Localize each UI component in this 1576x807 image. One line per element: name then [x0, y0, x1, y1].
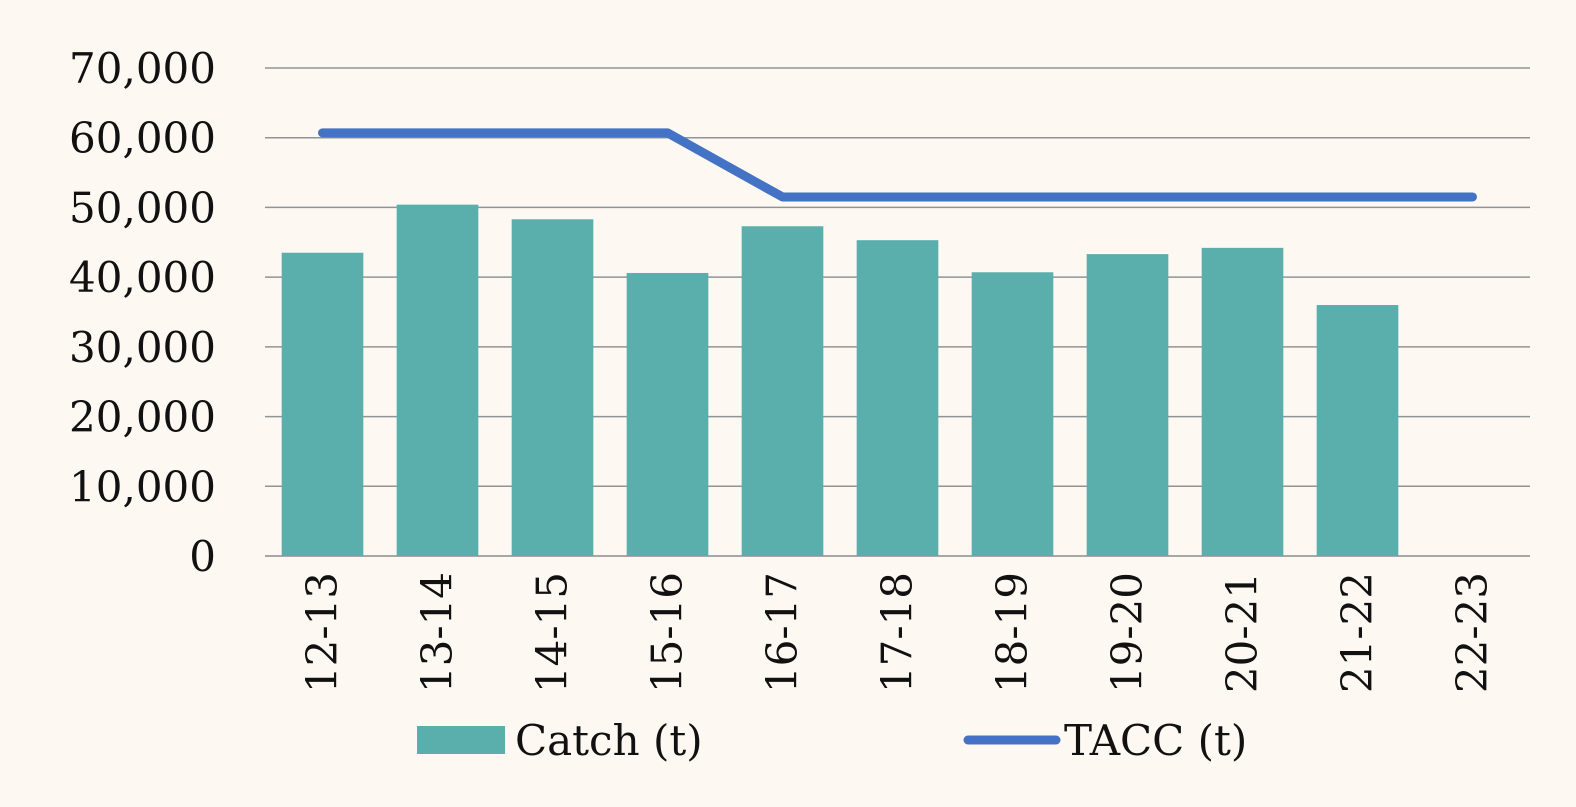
x-axis-tick-labels: 12-13 13-14 14-15 15-16 16-17 17-18 18-19 19-20…	[298, 572, 1497, 693]
catch-bar	[971, 272, 1054, 556]
legend-label-tacc: TACC (t)	[1064, 716, 1247, 765]
catch-bar	[856, 240, 939, 557]
y-tick-label: 20,000	[69, 393, 216, 442]
x-tick-label: 19-20	[1103, 572, 1152, 693]
lines	[318, 128, 1477, 202]
catch-bar	[396, 204, 479, 556]
x-tick-label: 12-13	[298, 572, 347, 693]
catch-bar	[741, 226, 824, 556]
x-tick-label: 14-15	[528, 572, 577, 693]
y-tick-label: 30,000	[69, 323, 216, 372]
x-tick-label: 18-19	[988, 572, 1037, 693]
x-tick-label: 20-21	[1218, 572, 1267, 693]
catch-bar	[626, 272, 709, 556]
y-tick-label: 70,000	[69, 44, 216, 93]
legend-label-catch: Catch (t)	[515, 716, 703, 765]
y-tick-label: 60,000	[69, 114, 216, 163]
tacc-line	[318, 128, 1477, 202]
x-tick-label: 22-23	[1448, 572, 1497, 693]
y-tick-label: 40,000	[69, 253, 216, 302]
y-axis-tick-labels: 0 10,000 20,000 30,000 40,000 50,000 60,000 70,…	[69, 44, 216, 581]
catch-bar	[511, 219, 594, 556]
legend-swatch-catch	[417, 726, 505, 754]
x-tick-label: 15-16	[643, 572, 692, 693]
x-tick-label: 16-17	[758, 572, 807, 693]
catch-bar	[1201, 247, 1284, 556]
catch-bar	[1086, 254, 1169, 556]
catch-bar	[281, 252, 364, 556]
x-tick-label: 17-18	[873, 572, 922, 693]
catch-bar	[1316, 305, 1399, 556]
y-tick-label: 10,000	[69, 462, 216, 511]
y-tick-label: 0	[189, 532, 216, 581]
x-tick-label: 13-14	[413, 572, 462, 693]
x-tick-label: 21-22	[1333, 572, 1382, 693]
legend: Catch (t) TACC (t)	[417, 716, 1247, 765]
bars	[281, 204, 1399, 557]
y-tick-label: 50,000	[69, 183, 216, 232]
